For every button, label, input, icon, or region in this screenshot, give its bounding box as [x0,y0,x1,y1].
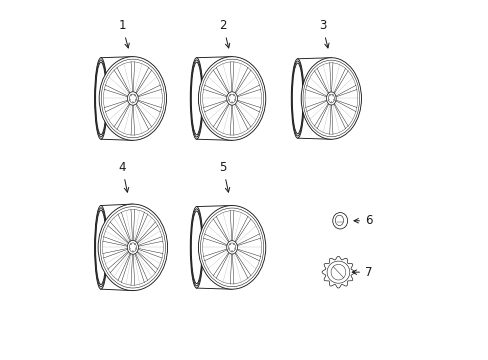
Ellipse shape [135,99,136,100]
Ellipse shape [129,243,136,252]
Ellipse shape [333,99,334,100]
Ellipse shape [330,102,331,103]
Polygon shape [322,256,354,288]
Ellipse shape [326,261,349,283]
Ellipse shape [327,94,334,103]
Ellipse shape [94,206,107,289]
Ellipse shape [129,94,136,103]
Ellipse shape [135,248,136,249]
Ellipse shape [233,95,234,96]
Ellipse shape [328,95,329,96]
Text: 5: 5 [219,161,229,192]
Ellipse shape [234,99,235,100]
Ellipse shape [190,58,203,139]
Ellipse shape [231,251,232,252]
Ellipse shape [127,240,138,254]
Ellipse shape [228,248,229,249]
Ellipse shape [132,102,133,103]
Ellipse shape [231,102,232,103]
Text: 3: 3 [318,19,328,48]
Ellipse shape [327,99,328,100]
Ellipse shape [332,95,333,96]
Ellipse shape [127,92,138,105]
Ellipse shape [229,243,230,245]
Ellipse shape [234,248,235,249]
Ellipse shape [233,243,234,245]
Ellipse shape [190,207,203,288]
Text: 4: 4 [118,161,128,192]
Ellipse shape [99,57,166,140]
Ellipse shape [291,59,304,138]
Ellipse shape [228,99,229,100]
Ellipse shape [132,251,133,252]
Text: 6: 6 [353,214,372,227]
Ellipse shape [198,57,265,140]
Ellipse shape [98,204,167,291]
Text: 2: 2 [219,19,229,48]
Ellipse shape [134,243,135,245]
Ellipse shape [134,95,135,96]
Ellipse shape [335,215,343,226]
Ellipse shape [301,58,361,139]
Ellipse shape [228,243,235,252]
Ellipse shape [330,264,345,280]
Ellipse shape [332,212,347,229]
Text: 7: 7 [351,266,372,279]
Ellipse shape [94,58,107,139]
Ellipse shape [226,240,237,254]
Ellipse shape [129,99,130,100]
Ellipse shape [326,92,335,105]
Ellipse shape [129,248,130,249]
Ellipse shape [228,94,235,103]
Ellipse shape [229,95,230,96]
Ellipse shape [198,206,265,289]
Ellipse shape [226,92,237,105]
Ellipse shape [130,243,131,245]
Text: 1: 1 [118,19,129,48]
Ellipse shape [130,95,131,96]
